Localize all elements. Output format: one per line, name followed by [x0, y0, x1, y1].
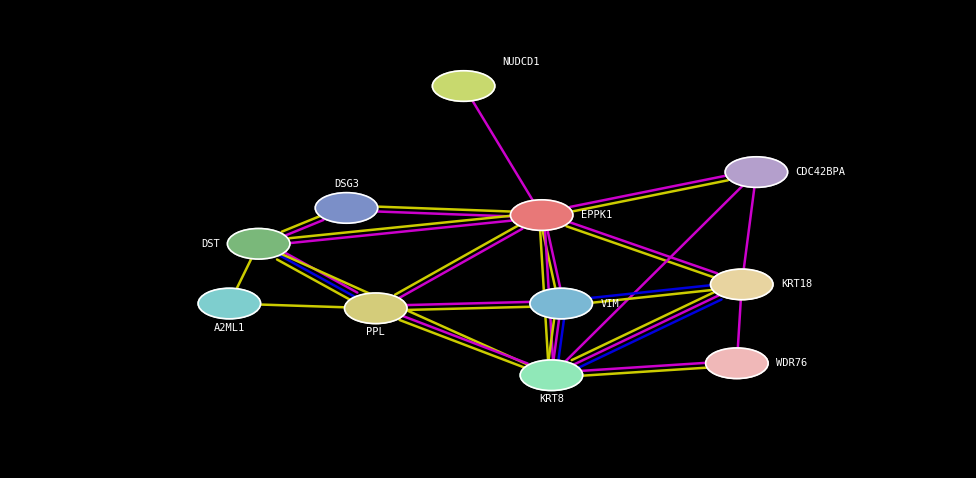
Text: VIM: VIM [600, 299, 619, 308]
Text: DSG3: DSG3 [334, 179, 359, 189]
Text: CDC42BPA: CDC42BPA [795, 167, 845, 177]
Text: DST: DST [201, 239, 220, 249]
Text: KRT8: KRT8 [539, 394, 564, 404]
Text: A2ML1: A2ML1 [214, 323, 245, 333]
Text: WDR76: WDR76 [776, 358, 807, 368]
Text: NUDCD1: NUDCD1 [503, 57, 540, 67]
Circle shape [520, 360, 583, 391]
Circle shape [198, 288, 261, 319]
Circle shape [227, 228, 290, 259]
Circle shape [706, 348, 768, 379]
Circle shape [432, 71, 495, 101]
Circle shape [530, 288, 592, 319]
Text: PPL: PPL [366, 327, 386, 337]
Text: EPPK1: EPPK1 [581, 210, 612, 220]
Circle shape [725, 157, 788, 187]
Circle shape [711, 269, 773, 300]
Circle shape [510, 200, 573, 230]
Text: KRT18: KRT18 [781, 280, 812, 289]
Circle shape [345, 293, 407, 324]
Circle shape [315, 193, 378, 223]
